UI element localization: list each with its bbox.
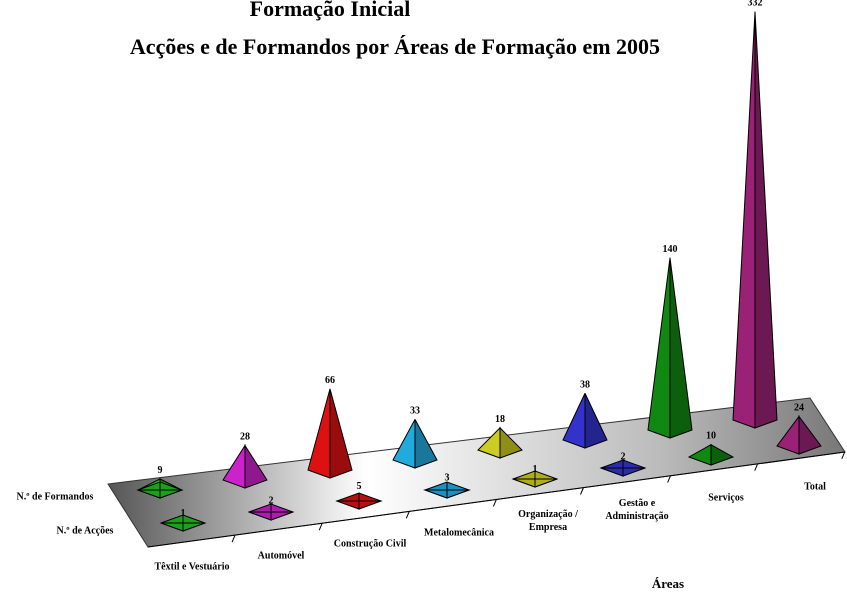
pyramid [335, 492, 383, 510]
pyramid-face [584, 393, 608, 449]
pyramid-face [222, 443, 246, 489]
x-tick [318, 523, 323, 531]
value-label: 18 [495, 414, 505, 425]
value-label: 24 [794, 402, 804, 413]
pyramid-face [392, 419, 416, 469]
pyramid [222, 443, 268, 489]
x-tick-label: Têxtil e Vestuário [154, 561, 230, 573]
pyramid [423, 481, 471, 499]
x-tick [492, 499, 497, 507]
value-label: 1 [181, 508, 186, 519]
x-tick [231, 534, 236, 543]
pyramid [159, 514, 207, 532]
pyramid-face [244, 443, 268, 489]
value-label: 33 [410, 405, 420, 416]
pyramid-face [732, 11, 756, 429]
value-label: 10 [706, 431, 716, 442]
pyramid-face [710, 443, 735, 466]
pyramid-face [329, 388, 353, 479]
x-axis-label: Áreas [652, 576, 684, 591]
pyramid [247, 503, 295, 521]
series-label: N.º de Acções [56, 525, 114, 537]
value-label: 2 [269, 496, 274, 507]
x-tick-label: Organização / Empresa [518, 509, 578, 533]
chart-subtitle: Acções e de Formandos por Áreas de Forma… [130, 34, 660, 59]
value-label: 66 [325, 375, 335, 386]
x-tick [754, 463, 759, 471]
pyramid [776, 414, 822, 455]
value-label: 140 [663, 244, 678, 255]
value-label: 1 [533, 464, 538, 475]
chart-title: Formação Inicial [250, 0, 411, 21]
pyramid [136, 478, 184, 499]
pyramid [647, 257, 693, 439]
value-label: 9 [158, 465, 163, 476]
pyramid-face [754, 11, 778, 429]
series-label: N.º de Formandos [16, 491, 94, 503]
pyramid [599, 459, 647, 477]
pyramid-face [798, 414, 822, 455]
value-label: 332 [748, 0, 763, 9]
value-label: 2 [621, 452, 626, 463]
value-label: 3 [445, 472, 450, 483]
value-label: 5 [357, 481, 362, 492]
pyramid [732, 11, 778, 429]
x-tick [667, 475, 672, 483]
pyramid-face [307, 388, 331, 479]
x-tick-label: Automóvel [257, 550, 305, 561]
value-label: 28 [240, 432, 250, 443]
pyramid [687, 443, 735, 466]
pyramid [511, 470, 559, 488]
value-label: 38 [580, 379, 590, 390]
pyramid [392, 419, 438, 469]
x-tick-label: Construção Civil [333, 538, 407, 550]
x-tick-label: Total [804, 481, 826, 492]
pyramid [307, 388, 353, 479]
pyramid-face [562, 393, 586, 449]
pyramid-face [414, 419, 438, 469]
x-tick [580, 487, 584, 495]
pyramid-face [499, 426, 523, 459]
x-tick [841, 451, 846, 459]
x-tick [405, 511, 410, 519]
x-tick-label: Gestão e Administração [605, 497, 669, 522]
x-tick-label: Serviços [708, 492, 744, 504]
pyramid-face [647, 257, 671, 439]
x-tick-label: Metalomecânica [424, 527, 494, 538]
pyramid [477, 426, 523, 459]
pyramid [562, 393, 608, 449]
pyramid-face [669, 257, 693, 439]
